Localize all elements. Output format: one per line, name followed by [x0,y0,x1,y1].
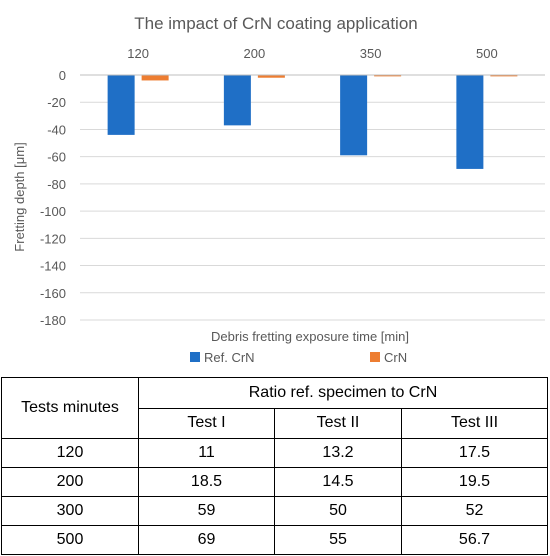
bar-crn [374,75,402,77]
x-axis-title: Debris fretting exposure time [min] [211,329,409,344]
y-axis-title: Fretting depth [μm] [12,142,27,251]
x-tick-labels: 120 200 350 500 [127,46,497,61]
legend-label: CrN [384,350,407,365]
value-cell: 59 [138,496,275,526]
minutes-cell: 200 [1,467,139,497]
x-tick-label: 500 [476,46,498,61]
y-tick-label: -120 [40,231,66,246]
y-tick-label: -160 [40,286,66,301]
value-cell: 52 [401,496,548,526]
x-tick-label: 120 [127,46,149,61]
value-cell: 17.5 [401,438,548,468]
value-cell: 14.5 [274,467,402,497]
y-tick-label: -40 [47,122,66,137]
grid-lines [80,101,545,321]
y-tick-label: -100 [40,204,66,219]
value-cell: 19.5 [401,467,548,497]
bar-chart: The impact of CrN coating application 0 -… [12,14,545,365]
value-cell: 13.2 [274,438,402,468]
y-tick-label: -180 [40,313,66,328]
minutes-cell: 120 [1,438,139,468]
bar-ref-crn [456,75,484,169]
value-cell: 55 [274,525,402,555]
bar-crn [257,75,285,78]
y-tick-label: -140 [40,259,66,274]
group-header-cell: Ratio ref. specimen to CrN [138,377,548,409]
chart-title: The impact of CrN coating application [134,14,417,33]
y-tick-label: -80 [47,177,66,192]
table-row: 500 69 55 56.7 [1,525,548,555]
table-row: 300 59 50 52 [1,496,548,526]
chart-area: The impact of CrN coating application 0 -… [12,14,545,365]
bars [107,75,518,169]
y-tick-labels: 0 -20 -40 -60 -80 -100 -120 -140 -160 -180 [40,68,66,328]
value-cell: 56.7 [401,525,548,555]
bar-crn [141,75,169,81]
bar-ref-crn [223,75,251,126]
x-tick-label: 200 [244,46,266,61]
legend-swatch [370,352,380,362]
legend-label: Ref. CrN [204,350,255,365]
column-header-test-1: Test I [138,407,275,439]
value-cell: 69 [138,525,275,555]
value-cell: 18.5 [138,467,275,497]
ratio-table-container: Tests minutes Ratio ref. specimen to CrN… [1,377,548,555]
bar-ref-crn [107,75,135,135]
value-cell: 50 [274,496,402,526]
bar-crn [490,75,518,77]
y-tick-label: -60 [47,150,66,165]
table-row: 120 11 13.2 17.5 [1,438,548,468]
column-header-test-2: Test II [274,407,402,439]
column-header-test-3: Test III [401,407,548,439]
y-tick-label: 0 [59,68,66,83]
ratio-table: Tests minutes Ratio ref. specimen to CrN… [1,377,548,555]
row-header-cell: Tests minutes [1,377,139,439]
minutes-cell: 300 [1,496,139,526]
bar-ref-crn [340,75,368,156]
minutes-cell: 500 [1,525,139,555]
x-tick-label: 350 [360,46,382,61]
legend: Ref. CrN CrN [190,350,407,365]
legend-swatch [190,352,200,362]
value-cell: 11 [138,438,275,468]
table-row: 200 18.5 14.5 19.5 [1,467,548,497]
y-tick-label: -20 [47,95,66,110]
